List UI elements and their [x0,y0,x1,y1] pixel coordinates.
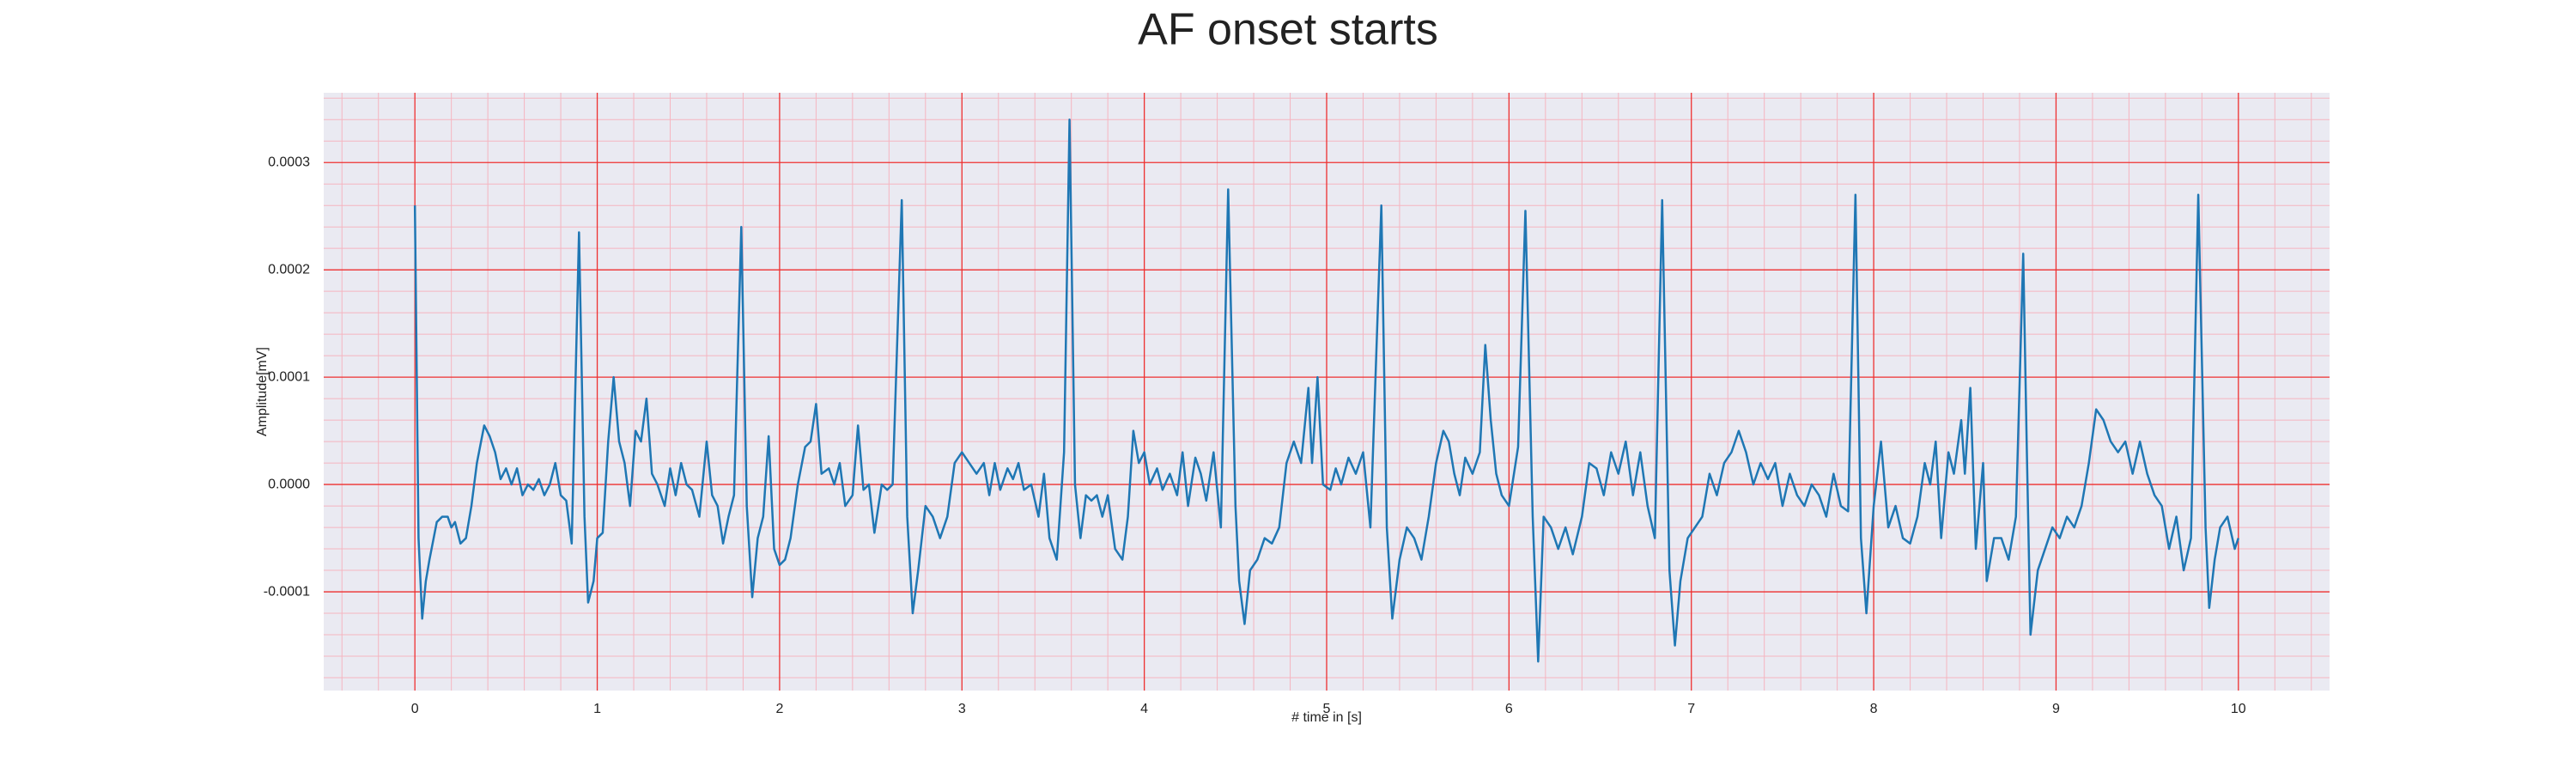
x-tick-label: 4 [1140,702,1148,716]
y-tick-label: 0.0000 [268,477,310,491]
x-tick-label: 10 [2231,702,2246,716]
x-tick-label: 0 [411,702,419,716]
x-tick-label: 3 [958,702,966,716]
y-axis-label: Amplitude[mV] [255,347,270,436]
y-tick-label: 0.0003 [268,155,310,169]
x-tick-label: 5 [1323,702,1331,716]
signal-line [413,118,2240,663]
y-tick-label: 0.0001 [268,369,310,384]
x-tick-label: 7 [1687,702,1695,716]
y-tick-label: 0.0002 [268,262,310,277]
x-tick-label: 9 [2052,702,2060,716]
y-tick-label: -0.0001 [264,584,310,599]
x-tick-label: 1 [593,702,601,716]
x-tick-label: 6 [1505,702,1513,716]
x-tick-label: 8 [1870,702,1878,716]
x-tick-label: 2 [775,702,783,716]
chart-title: AF onset starts [1138,5,1438,55]
x-axis-label: # time in [s] [1291,710,1362,725]
